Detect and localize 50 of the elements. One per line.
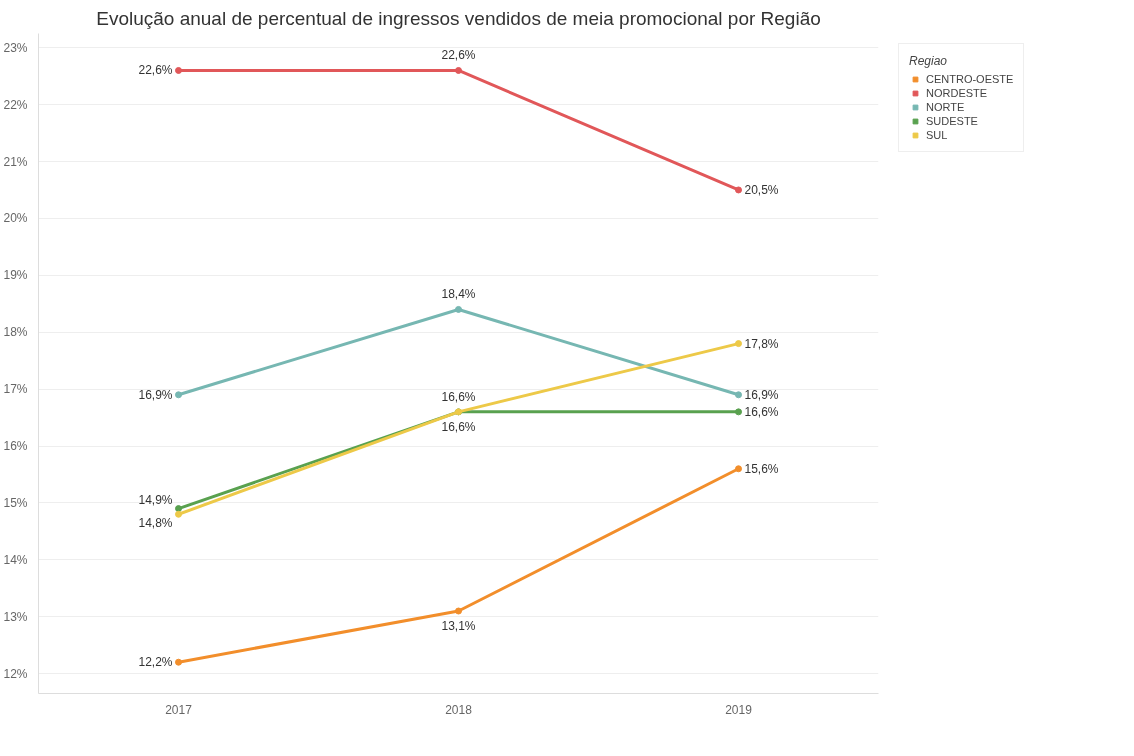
y-tick-label: 20%: [3, 211, 28, 226]
y-tick-label: 17%: [3, 382, 28, 397]
point: [735, 391, 742, 399]
legend-label: NORTE: [926, 101, 965, 113]
data-label: 13,1%: [441, 619, 476, 633]
legend-label: CENTRO-OESTE: [926, 73, 1014, 85]
data-label: 22,6%: [138, 63, 173, 78]
point: [175, 658, 182, 666]
data-label: 17,8%: [744, 336, 779, 351]
y-tick-label: 23%: [3, 40, 28, 55]
data-label: 14,9%: [138, 492, 173, 507]
point: [455, 607, 462, 615]
point: [455, 305, 462, 313]
data-label: 18,4%: [441, 287, 476, 302]
y-tick-label: 13%: [3, 609, 28, 624]
point: [175, 505, 182, 513]
y-tick-label: 15%: [3, 495, 28, 510]
point: [175, 66, 182, 74]
legend-title: Regiao: [909, 54, 949, 68]
data-label: 16,9%: [744, 387, 779, 402]
data-label: 16,6%: [441, 389, 476, 404]
y-tick-label: 14%: [3, 552, 28, 567]
y-tick-label: 22%: [3, 97, 28, 112]
legend-label: SUDESTE: [926, 115, 978, 127]
data-label: 22,6%: [441, 48, 476, 63]
data-label: 20,5%: [744, 182, 779, 197]
data-label: 15,6%: [744, 461, 779, 476]
point: [735, 340, 742, 348]
chart-title: Evolução anual de percentual de ingressos vendidos de meia promocional por Região: [96, 7, 821, 29]
point: [735, 408, 742, 416]
y-tick-label: 21%: [3, 154, 28, 169]
y-tick-label: 18%: [3, 325, 28, 340]
x-tick-label: 2017: [165, 702, 193, 717]
point: [735, 186, 742, 194]
data-label: 16,6%: [441, 419, 476, 434]
point: [455, 66, 462, 74]
y-tick-label: 19%: [3, 268, 28, 283]
data-label: 12,2%: [138, 655, 173, 670]
y-tick-label: 16%: [3, 439, 28, 453]
legend-label: SUL: [926, 129, 948, 141]
x-tick-label: 2018: [445, 702, 473, 717]
legend-label: NORDESTE: [926, 87, 988, 99]
point: [175, 510, 182, 518]
data-label: 16,6%: [744, 404, 779, 419]
data-label: 14,8%: [138, 516, 173, 531]
data-label: 16,9%: [138, 387, 173, 402]
y-tick-label: 12%: [3, 666, 28, 681]
point: [735, 465, 742, 473]
point: [175, 391, 182, 399]
x-tick-label: 2019: [725, 702, 753, 717]
